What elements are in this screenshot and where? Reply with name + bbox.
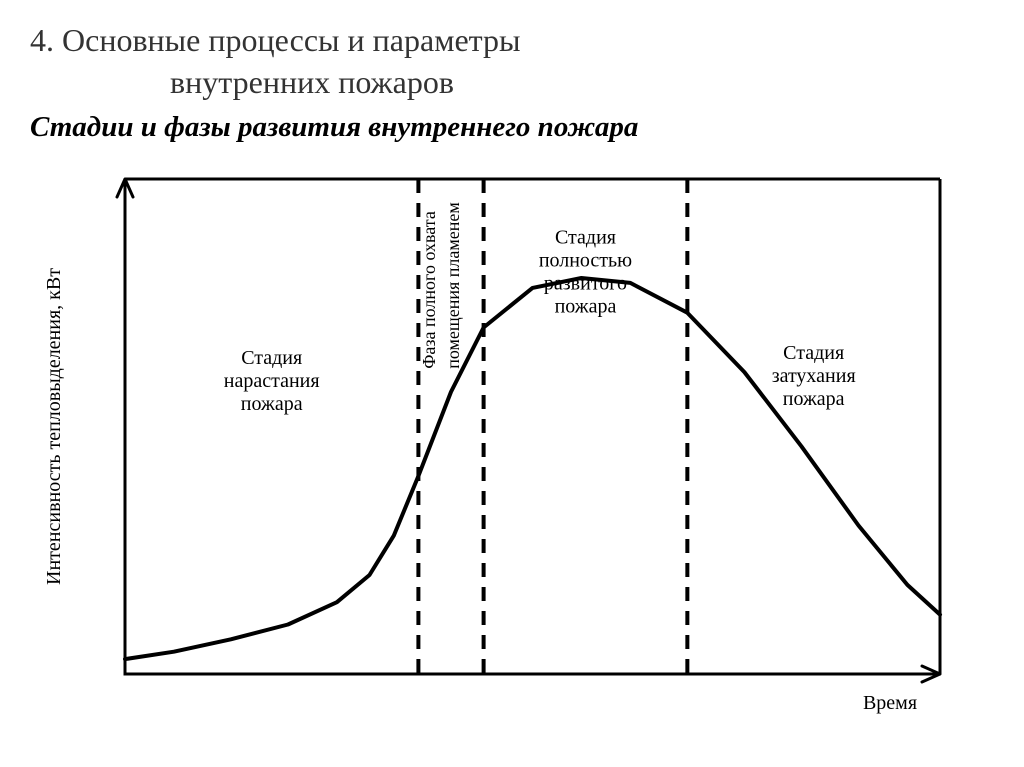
svg-text:пожара: пожара xyxy=(783,388,845,410)
svg-text:Стадия: Стадия xyxy=(241,347,302,369)
fire-stages-chart: Интенсивность тепловыделения, кВт Время Ст… xyxy=(30,154,970,724)
svg-text:Фаза полного охвата: Фаза полного охвата xyxy=(419,211,439,369)
svg-text:Интенсивность тепловыделения,: Интенсивность тепловыделения, кВт xyxy=(43,268,65,585)
svg-text:пожара: пожара xyxy=(555,296,617,318)
svg-text:Время: Время xyxy=(863,692,917,714)
title-line2: внутренних пожаров xyxy=(30,62,994,104)
svg-text:затухания: затухания xyxy=(772,365,856,387)
svg-text:развитого: развитого xyxy=(544,273,627,295)
svg-text:помещения пламенем: помещения пламенем xyxy=(443,202,463,369)
svg-text:Стадия: Стадия xyxy=(783,342,844,364)
svg-text:полностью: полностью xyxy=(539,250,632,272)
svg-text:Стадия: Стадия xyxy=(555,227,616,249)
subtitle: Стадии и фазы развития внутреннего пожар… xyxy=(30,111,994,144)
title-line1: 4. Основные процессы и параметры xyxy=(30,20,994,62)
svg-text:нарастания: нарастания xyxy=(224,370,320,392)
svg-text:пожара: пожара xyxy=(241,393,303,415)
